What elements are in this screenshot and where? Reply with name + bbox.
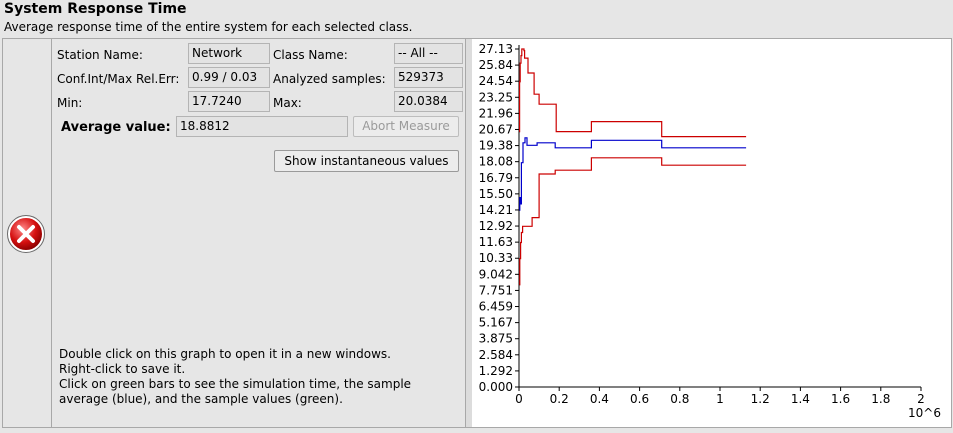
min-label: Min: xyxy=(57,96,83,110)
max-field: 20.0384 xyxy=(394,91,463,112)
page-subtitle: Average response time of the entire syst… xyxy=(4,20,413,34)
y-tick-label: 15.50 xyxy=(479,187,513,201)
y-tick-label: 0.000 xyxy=(479,380,513,394)
page-title: System Response Time xyxy=(4,1,187,17)
min-field: 17.7240 xyxy=(188,91,270,112)
x-tick-label: 0 xyxy=(515,392,523,406)
x-tick-label: 2 xyxy=(917,392,925,406)
conf-int-field: 0.99 / 0.03 xyxy=(188,67,270,88)
station-name-field: Network xyxy=(188,43,270,64)
y-tick-label: 2.584 xyxy=(479,348,513,362)
chart-canvas[interactable]: 0.000 1.292 2.584 3.875 5.167 6.459 7.751 9.042… xyxy=(472,39,951,427)
x-multiplier-label: 10^6 xyxy=(908,406,941,420)
y-tick-label: 10.33 xyxy=(479,251,513,265)
response-time-chart[interactable]: 0.000 1.292 2.584 3.875 5.167 6.459 7.751 9.042… xyxy=(472,39,951,427)
series-line-lower xyxy=(519,157,747,286)
y-tick-label: 19.38 xyxy=(479,139,513,153)
y-tick-label: 18.08 xyxy=(479,155,513,169)
average-value-field: 18.8812 xyxy=(176,116,348,137)
error-x-icon xyxy=(7,215,45,253)
y-tick-label: 21.96 xyxy=(479,106,513,120)
y-tick-label: 27.13 xyxy=(479,42,513,56)
status-column xyxy=(3,39,52,427)
series-line-mean xyxy=(519,137,747,211)
x-tick-label: 0.4 xyxy=(590,392,609,406)
analyzed-samples-label: Analyzed samples: xyxy=(273,72,386,86)
help-line: Double click on this graph to open it in… xyxy=(59,347,391,361)
y-tick-label: 25.84 xyxy=(479,58,513,72)
measure-panel: Station Name: Network Class Name: -- All… xyxy=(2,38,952,428)
help-line: average (blue), and the sample values (g… xyxy=(59,392,343,406)
y-tick-label: 24.54 xyxy=(479,74,513,88)
station-name-label: Station Name: xyxy=(57,48,143,62)
analyzed-samples-field: 529373 xyxy=(394,67,463,88)
x-tick-label: 0.2 xyxy=(550,392,569,406)
y-tick-label: 7.751 xyxy=(479,283,513,297)
class-name-field: -- All -- xyxy=(394,43,463,64)
x-tick-label: 1.8 xyxy=(871,392,890,406)
y-tick-label: 1.292 xyxy=(479,364,513,378)
x-tick-label: 0.6 xyxy=(630,392,649,406)
y-tick-label: 14.21 xyxy=(479,203,513,217)
help-line: Right-click to save it. xyxy=(59,362,186,376)
help-text: Double click on this graph to open it in… xyxy=(59,347,411,407)
y-tick-label: 12.92 xyxy=(479,219,513,233)
x-tick-label: 1.6 xyxy=(831,392,850,406)
y-tick-label: 3.875 xyxy=(479,332,513,346)
measure-info: Station Name: Network Class Name: -- All… xyxy=(52,39,465,427)
y-tick-label: 6.459 xyxy=(479,300,513,314)
x-tick-label: 0.8 xyxy=(670,392,689,406)
y-tick-label: 23.25 xyxy=(479,90,513,104)
y-tick-label: 5.167 xyxy=(479,316,513,330)
y-tick-label: 11.63 xyxy=(479,235,513,249)
class-name-label: Class Name: xyxy=(273,48,348,62)
y-tick-label: 20.67 xyxy=(479,122,513,136)
y-tick-label: 16.79 xyxy=(479,171,513,185)
max-label: Max: xyxy=(273,96,302,110)
y-tick-label: 9.042 xyxy=(479,267,513,281)
help-line: Click on green bars to see the simulatio… xyxy=(59,377,412,391)
x-tick-label: 1.2 xyxy=(751,392,770,406)
conf-int-label: Conf.Int/Max Rel.Err: xyxy=(57,72,180,86)
x-tick-label: 1.4 xyxy=(791,392,810,406)
show-instantaneous-button[interactable]: Show instantaneous values xyxy=(274,150,459,172)
series-line-upper xyxy=(519,48,747,138)
average-value-label: Average value: xyxy=(61,120,171,135)
x-tick-label: 1 xyxy=(716,392,724,406)
abort-measure-button[interactable]: Abort Measure xyxy=(353,116,459,137)
